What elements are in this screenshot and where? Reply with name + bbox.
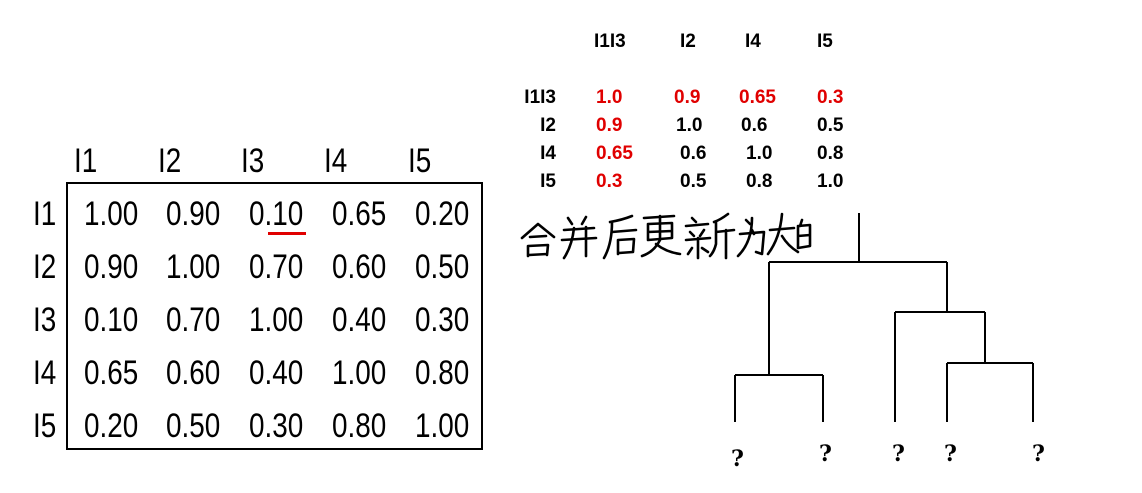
- row-header-i1: I1: [33, 195, 57, 233]
- merged-cell: 0.65: [739, 87, 776, 108]
- merged-cell: 0.3: [596, 171, 623, 192]
- merged-row-header-i5: I5: [540, 171, 556, 192]
- dendrogram: [734, 213, 1034, 422]
- merged-row-header-i4: I4: [540, 143, 556, 164]
- matrix-cell: 0.70: [249, 248, 304, 286]
- merged-cell: 0.6: [741, 115, 768, 136]
- merged-cell: 1.0: [676, 115, 703, 136]
- merged-col-header-i4: I4: [745, 31, 761, 52]
- merged-cell: 0.5: [817, 115, 844, 136]
- row-header-i2: I2: [33, 248, 57, 286]
- col-header-i1: I1: [74, 142, 98, 180]
- matrix-cell: 0.65: [332, 195, 387, 233]
- merged-cell: 0.6: [680, 143, 707, 164]
- matrix-cell: 0.40: [332, 301, 387, 339]
- matrix-cell: 0.60: [332, 248, 387, 286]
- matrix-cell: 0.30: [415, 301, 470, 339]
- merged-col-header-i2: I2: [680, 31, 696, 52]
- matrix-cell: 0.80: [415, 354, 470, 392]
- leaf-label-3: ?: [892, 441, 905, 467]
- min-value-underline: [268, 232, 306, 235]
- col-header-i4: I4: [324, 142, 348, 180]
- merged-cell: 1.0: [817, 171, 844, 192]
- leaf-label-2: ?: [819, 441, 832, 467]
- matrix-cell: 0.10: [84, 301, 139, 339]
- col-header-i3: I3: [241, 142, 265, 180]
- merged-row-header-i2: I2: [540, 115, 556, 136]
- matrix-cell: 0.80: [332, 407, 387, 445]
- merged-cell: 0.9: [596, 115, 623, 136]
- matrix-cell: 0.60: [166, 354, 221, 392]
- matrix-cell: 0.90: [166, 195, 221, 233]
- merged-cell: 1.0: [596, 87, 623, 108]
- merged-col-header-i1i3: I1I3: [594, 31, 626, 52]
- leaf-label-4: ?: [944, 441, 957, 467]
- merged-col-header-i5: I5: [817, 31, 833, 52]
- merged-row-header-i1i3: I1I3: [524, 87, 556, 108]
- merged-cell: 0.9: [674, 87, 701, 108]
- matrix-cell: 0.65: [84, 354, 139, 392]
- col-header-i2: I2: [158, 142, 182, 180]
- merged-cell: 0.3: [817, 87, 844, 108]
- matrix-cell: 0.50: [415, 248, 470, 286]
- matrix-cell: 0.50: [166, 407, 221, 445]
- row-header-i4: I4: [33, 354, 57, 392]
- matrix-cell: 1.00: [249, 301, 304, 339]
- matrix-cell: 1.00: [415, 407, 470, 445]
- matrix-cell: 1.00: [332, 354, 387, 392]
- merged-cell: 0.65: [596, 143, 633, 164]
- merged-cell: 1.0: [746, 143, 773, 164]
- leaf-label-5: ?: [1032, 441, 1045, 467]
- leaf-label-1: ?: [731, 446, 744, 472]
- col-header-i5: I5: [408, 142, 432, 180]
- matrix-border: [66, 182, 483, 450]
- handwritten-note: [520, 212, 812, 260]
- merged-cell: 0.5: [680, 171, 707, 192]
- row-header-i5: I5: [33, 407, 57, 445]
- merged-cell: 0.8: [817, 143, 844, 164]
- matrix-cell: 0.40: [249, 354, 304, 392]
- matrix-cell: 0.20: [84, 407, 139, 445]
- merged-cell: 0.8: [746, 171, 773, 192]
- matrix-cell: 0.10: [249, 195, 304, 233]
- matrix-cell: 0.70: [166, 301, 221, 339]
- matrix-cell: 0.90: [84, 248, 139, 286]
- matrix-cell: 1.00: [84, 195, 139, 233]
- matrix-cell: 0.20: [415, 195, 470, 233]
- matrix-cell: 0.30: [249, 407, 304, 445]
- matrix-cell: 1.00: [166, 248, 221, 286]
- row-header-i3: I3: [33, 301, 57, 339]
